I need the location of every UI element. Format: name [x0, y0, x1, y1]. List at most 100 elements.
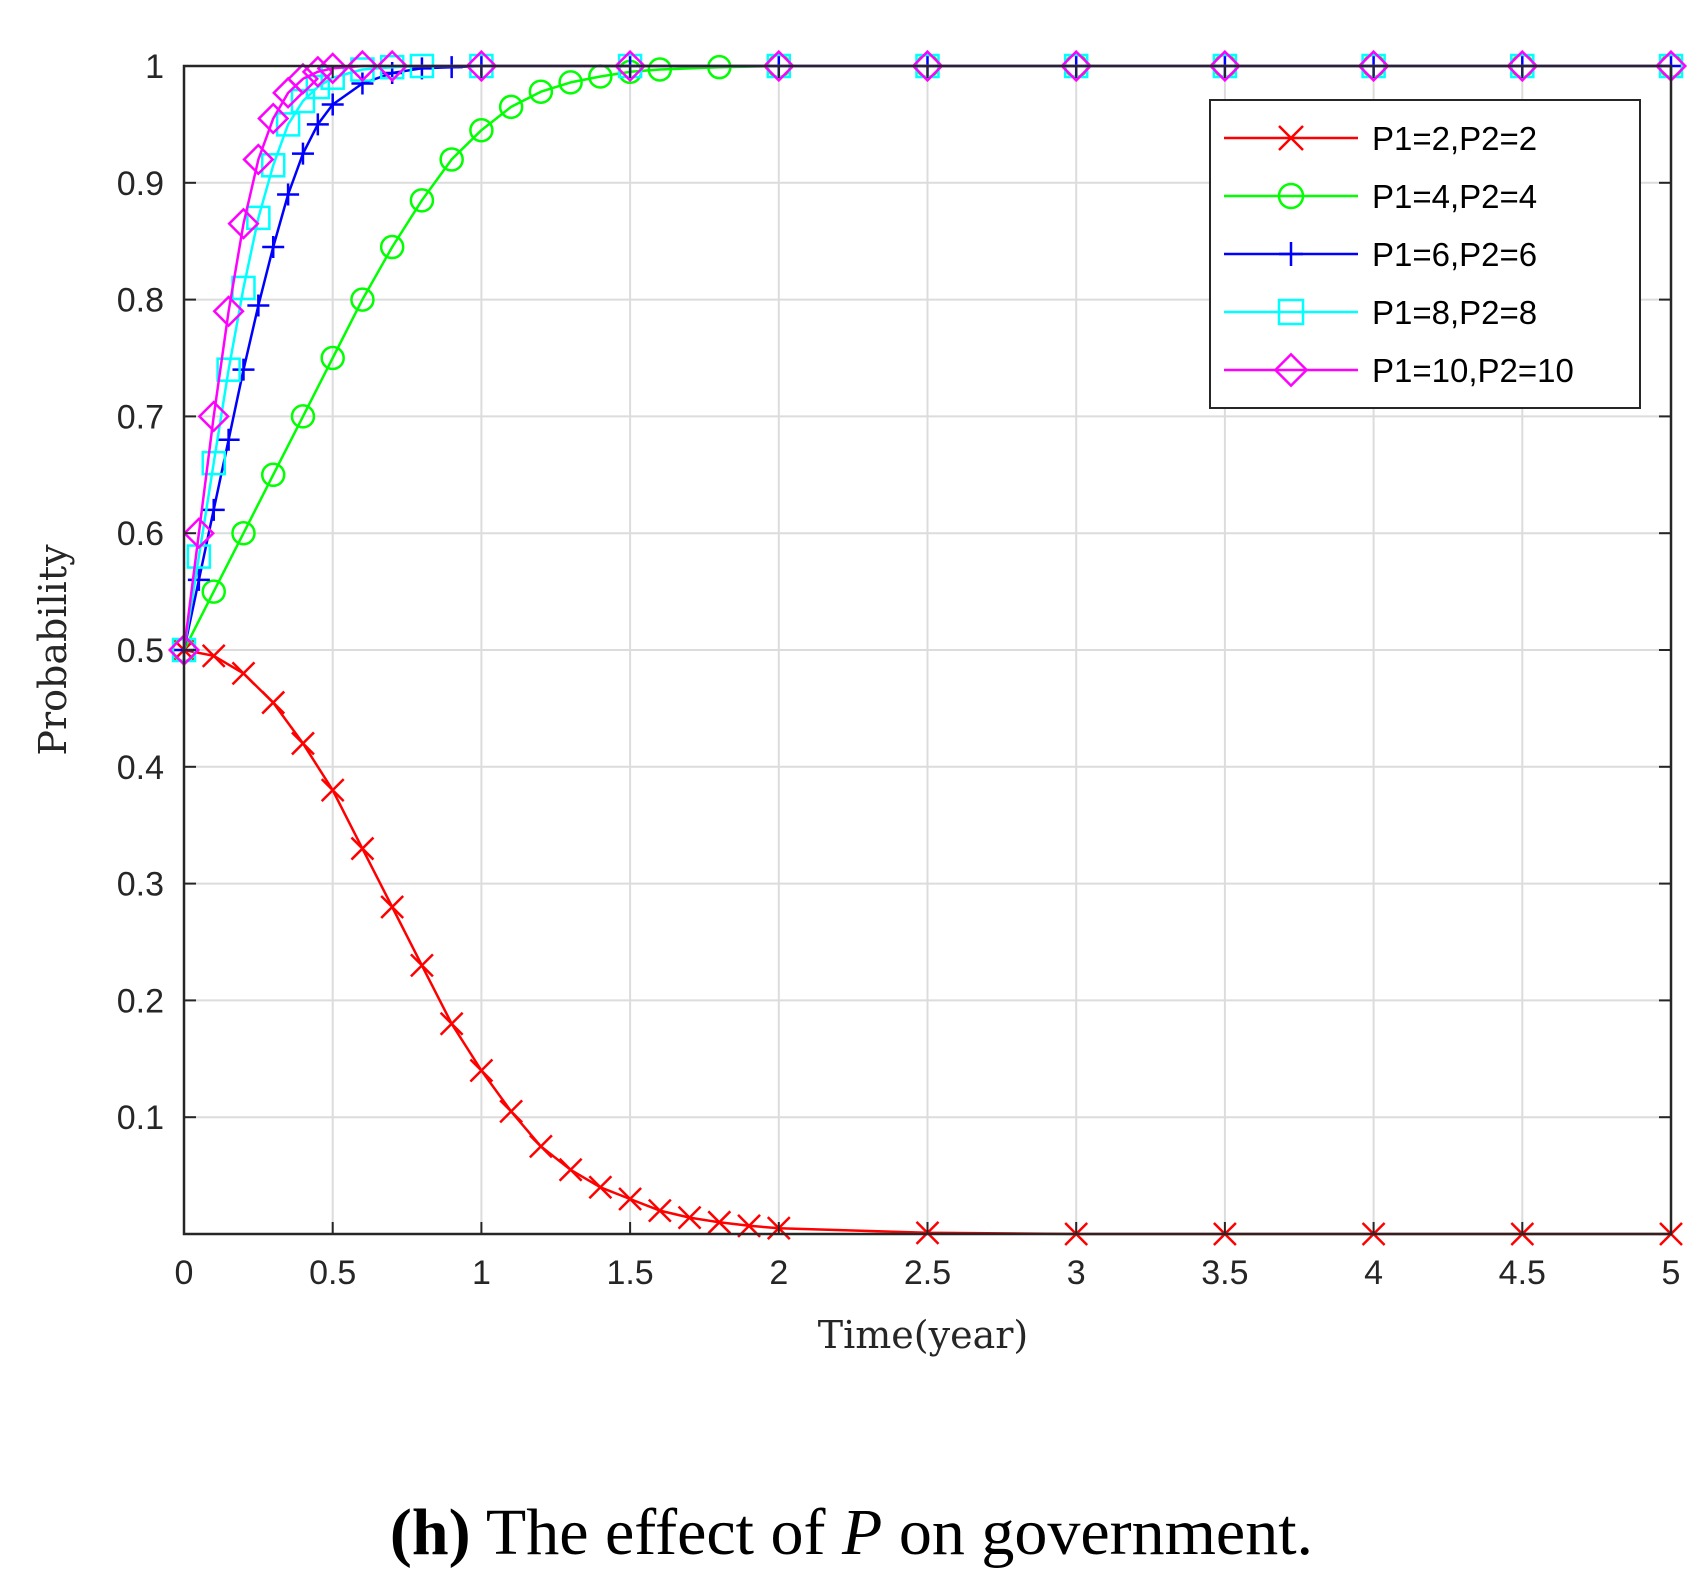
data-point — [707, 1210, 732, 1235]
data-point — [260, 462, 286, 488]
data-point — [350, 836, 375, 861]
legend-item: P1=10,P2=10 — [1224, 352, 1574, 389]
data-point — [242, 143, 275, 176]
x-tick-label: 0.5 — [309, 1254, 356, 1292]
data-point — [647, 57, 673, 82]
data-point — [291, 731, 315, 756]
y-tick-label: 0.3 — [117, 866, 164, 904]
data-point — [290, 404, 316, 429]
data-point — [247, 294, 270, 317]
data-point — [762, 49, 795, 83]
x-tick-label: 2 — [769, 1254, 788, 1292]
data-point — [439, 1011, 464, 1036]
x-tick-label: 5 — [1662, 1254, 1681, 1292]
line-chart: 0 0.5 1 1.5 2 2.5 3 3.5 4 4.5 5 0.1 0.2 0.3 0.4 0.5 0.6 0… — [31, 48, 1688, 1357]
y-tick-label: 0.5 — [117, 632, 164, 670]
x-tick-label: 3 — [1067, 1254, 1086, 1292]
data-point — [376, 49, 409, 83]
data-point — [1279, 242, 1303, 266]
data-point — [1060, 49, 1093, 83]
axes — [182, 64, 1673, 1236]
tick-labels: 0 0.5 1 1.5 2 2.5 3 3.5 4 4.5 5 0.1 0.2 0.3 0.4 0.5 0.6 0… — [117, 48, 1681, 1292]
data-point — [439, 147, 464, 172]
data-point — [409, 188, 435, 213]
data-point — [227, 207, 260, 240]
data-point — [498, 94, 524, 120]
y-tick-label: 0.8 — [117, 282, 164, 320]
data-point — [291, 142, 314, 165]
data-point — [1277, 298, 1305, 326]
legend: P1=2,P2=2 P1=4,P2=4 P1=6,P2=6 P1=8,P2=8 P1=1… — [1209, 99, 1641, 409]
data-point — [410, 953, 434, 978]
x-tick-label: 3.5 — [1201, 1254, 1248, 1292]
y-tick-label: 0.2 — [117, 982, 164, 1020]
data-point — [231, 661, 256, 686]
data-point — [217, 428, 240, 451]
y-axis-title: Probability — [31, 544, 75, 756]
data-point — [321, 93, 344, 116]
data-point — [528, 79, 554, 104]
data-point — [186, 544, 212, 569]
data-point — [201, 643, 226, 668]
data-point — [469, 1058, 494, 1083]
y-tick-label: 1 — [145, 48, 164, 86]
data-point — [528, 1134, 553, 1159]
y-tick-label: 0.1 — [117, 1099, 164, 1137]
data-point — [346, 49, 379, 83]
caption-text-before: The effect of — [485, 1496, 826, 1569]
data-point — [231, 520, 256, 546]
data-point — [216, 357, 241, 382]
data-point — [305, 74, 331, 100]
legend-item: P1=2,P2=2 — [1224, 120, 1537, 157]
figure-caption: (h) The effect of P on government. — [0, 1495, 1703, 1571]
y-tick-label: 0.9 — [117, 165, 164, 203]
data-point — [1273, 352, 1309, 388]
data-point — [1208, 49, 1241, 83]
legend-label: P1=10,P2=10 — [1372, 352, 1574, 389]
data-point — [647, 1198, 672, 1223]
caption-symbol: P — [841, 1496, 883, 1569]
data-point — [320, 778, 345, 803]
data-point — [558, 1157, 583, 1182]
data-point — [257, 102, 290, 135]
data-point — [380, 895, 405, 919]
data-point — [275, 112, 301, 137]
data-point — [1278, 125, 1304, 151]
y-tick-label: 0.4 — [117, 749, 164, 787]
data-point — [246, 205, 271, 231]
legend-label: P1=2,P2=2 — [1372, 120, 1537, 157]
data-point — [465, 49, 498, 83]
data-point — [588, 1175, 613, 1200]
data-point — [379, 234, 405, 260]
x-tick-label: 4.5 — [1499, 1254, 1546, 1292]
legend-item: P1=4,P2=4 — [1224, 178, 1537, 215]
plot-area-border — [182, 64, 1673, 1236]
data-point — [201, 450, 226, 476]
data-point — [277, 183, 300, 206]
data-point — [351, 72, 374, 95]
legend-item: P1=6,P2=6 — [1224, 236, 1537, 273]
data-point — [262, 236, 285, 259]
data-point — [469, 117, 494, 143]
x-axis-title: Time(year) — [818, 1313, 1028, 1357]
data-point — [614, 49, 647, 83]
data-point — [232, 358, 255, 381]
data-point — [182, 517, 215, 550]
data-point — [1357, 49, 1390, 83]
data-point — [212, 295, 245, 328]
x-tick-label: 1 — [472, 1254, 491, 1292]
x-tick-label: 1.5 — [606, 1254, 653, 1292]
data-point — [320, 345, 345, 371]
y-tick-label: 0.7 — [117, 398, 164, 436]
data-point — [350, 287, 375, 312]
data-point — [187, 568, 210, 591]
data-point — [290, 88, 316, 114]
caption-text-after: on government. — [898, 1496, 1314, 1569]
legend-label: P1=4,P2=4 — [1372, 178, 1537, 215]
x-tick-label: 2.5 — [904, 1254, 951, 1292]
legend-label: P1=8,P2=8 — [1372, 294, 1537, 331]
x-tick-label: 0 — [175, 1254, 194, 1292]
y-tick-label: 0.6 — [117, 515, 164, 553]
data-point — [410, 57, 433, 80]
data-point — [261, 690, 286, 715]
